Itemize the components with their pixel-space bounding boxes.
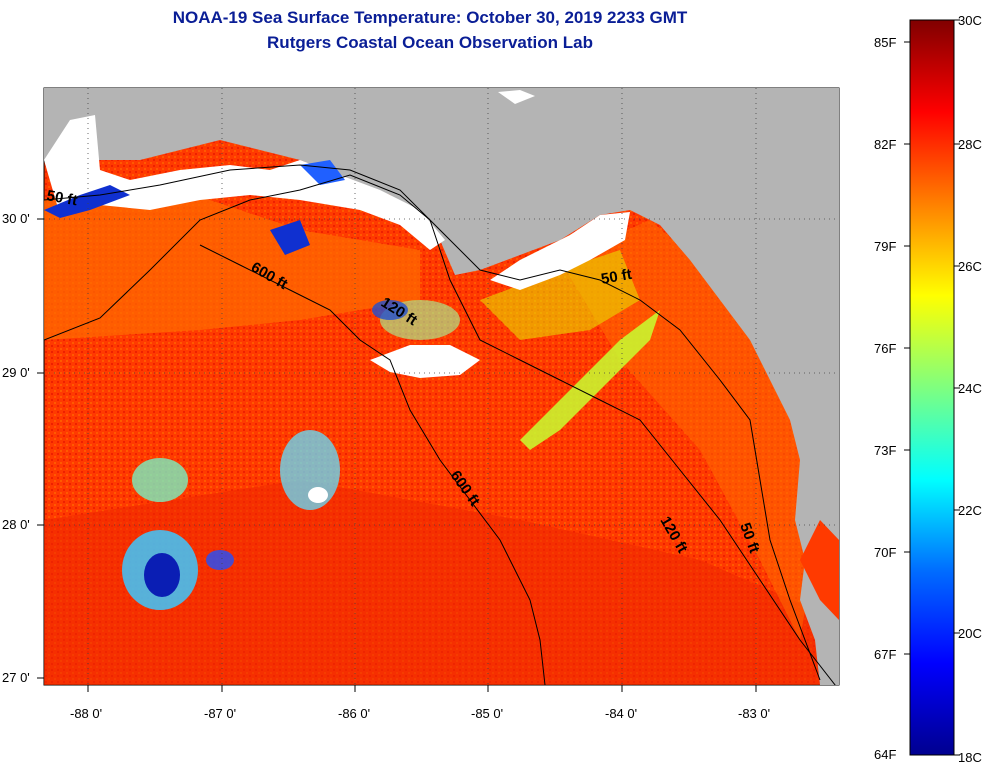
lat-tick-label: 27 0' xyxy=(2,670,30,685)
colorbar-f-label: 76F xyxy=(874,341,896,356)
colorbar-f-label: 64F xyxy=(874,747,896,762)
lat-tick-label: 28 0' xyxy=(2,517,30,532)
colorbar-c-label: 28C xyxy=(958,137,982,152)
colorbar xyxy=(909,19,955,756)
colorbar-c-label: 20C xyxy=(958,626,982,641)
colorbar-c-label: 22C xyxy=(958,503,982,518)
colorbar-ticks xyxy=(904,19,960,756)
land-north xyxy=(44,88,839,685)
colorbar-f-label: 70F xyxy=(874,545,896,560)
contour-label: 50 ft xyxy=(45,187,78,209)
bathymetry-contours xyxy=(44,164,836,685)
colorbar-c-label: 26C xyxy=(958,259,982,274)
lat-tick-label: 30 0' xyxy=(2,211,30,226)
lon-tick-label: -83 0' xyxy=(738,706,770,721)
colorbar-f-label: 82F xyxy=(874,137,896,152)
map-title: NOAA-19 Sea Surface Temperature: October… xyxy=(172,8,688,27)
colorbar-c-label: 24C xyxy=(958,381,982,396)
colorbar-f-label: 85F xyxy=(874,35,896,50)
axis-ticks xyxy=(37,218,757,692)
lat-tick-label: 29 0' xyxy=(2,365,30,380)
colorbar-f-label: 73F xyxy=(874,443,896,458)
colorbar-f-label: 67F xyxy=(874,647,896,662)
colorbar-c-label: 30C xyxy=(958,13,982,28)
map-content xyxy=(44,88,839,685)
lon-tick-label: -88 0' xyxy=(70,706,102,721)
lon-tick-label: -85 0' xyxy=(471,706,503,721)
lon-tick-label: -84 0' xyxy=(605,706,637,721)
map-subtitle: Rutgers Coastal Ocean Observation Lab xyxy=(267,33,593,52)
lon-tick-label: -87 0' xyxy=(204,706,236,721)
lon-tick-label: -86 0' xyxy=(338,706,370,721)
colorbar-f-label: 79F xyxy=(874,239,896,254)
colorbar-c-label: 18C xyxy=(958,750,982,765)
cloud-area xyxy=(44,115,445,250)
contour-label: 50 ft xyxy=(600,266,633,288)
